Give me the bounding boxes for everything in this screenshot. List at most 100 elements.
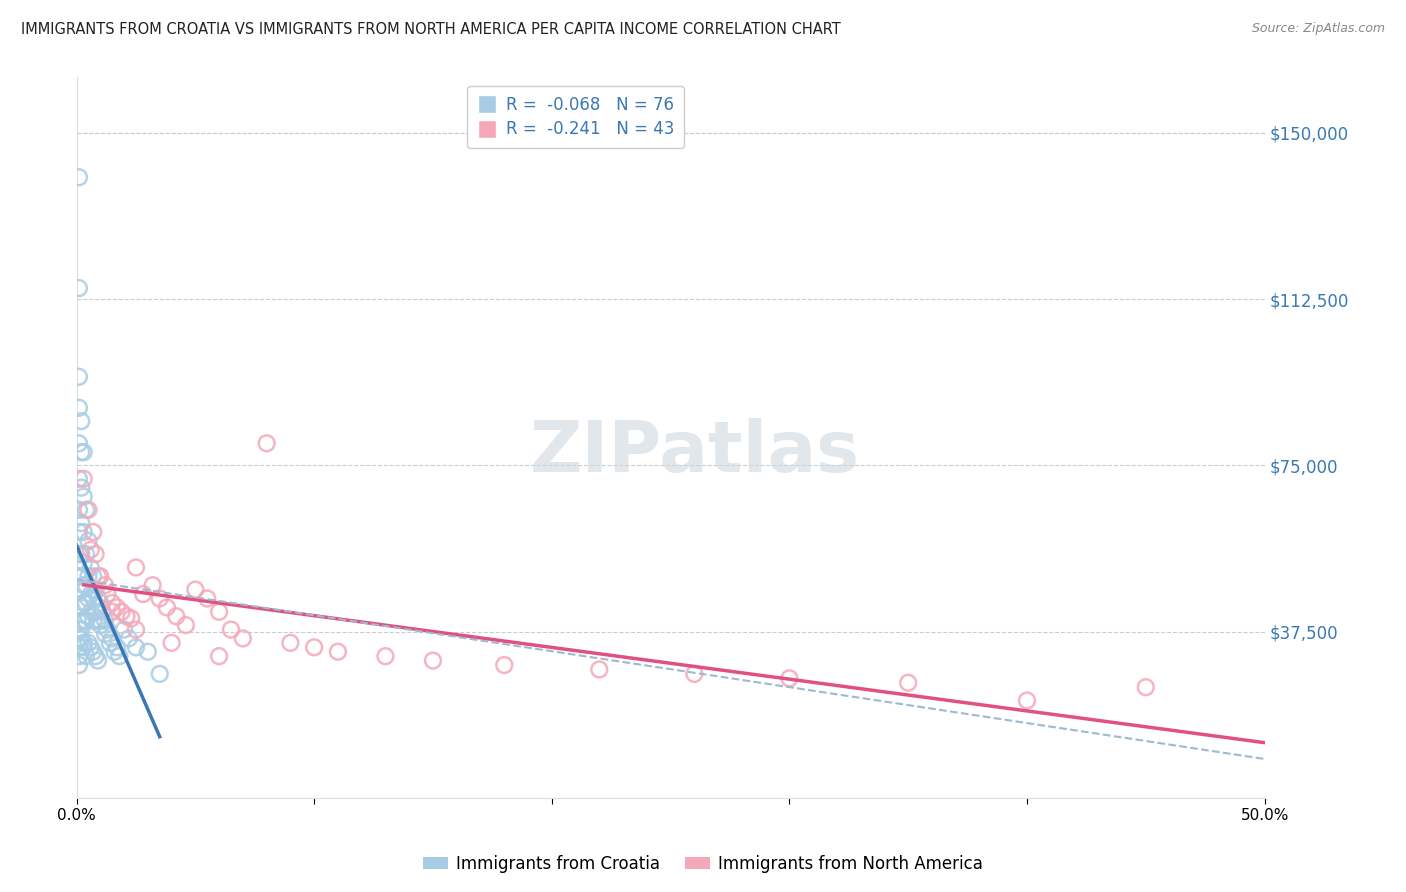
Point [67,369,90,384]
Point [73,596,96,610]
Point [77,503,100,517]
Point [160,636,183,650]
Point [80,640,103,655]
Point [67,640,90,655]
Point [75,578,97,592]
Point [67,658,90,673]
Point [82,569,104,583]
Point [280,636,302,650]
Point [118,632,141,646]
Text: IMMIGRANTS FROM CROATIA VS IMMIGRANTS FROM NORTH AMERICA PER CAPITA INCOME CORRE: IMMIGRANTS FROM CROATIA VS IMMIGRANTS FR… [21,22,841,37]
Point [70,414,93,428]
Point [89,618,111,632]
Point [256,436,278,450]
Point [208,605,231,619]
Point [897,675,920,690]
Point [70,582,93,597]
Point [67,472,90,486]
Point [73,445,96,459]
Point [125,623,148,637]
Legend: Immigrants from Croatia, Immigrants from North America: Immigrants from Croatia, Immigrants from… [416,848,990,880]
Point [111,605,134,619]
Point [156,600,179,615]
Point [75,503,97,517]
Point [73,490,96,504]
Point [70,516,93,530]
Point [80,605,103,619]
Point [778,671,800,685]
Point [208,649,231,664]
Point [73,640,96,655]
Point [73,556,96,570]
Point [73,472,96,486]
Point [98,636,121,650]
Point [80,542,103,557]
Point [82,524,104,539]
Point [67,649,90,664]
Point [67,524,90,539]
Text: ZIPatlas: ZIPatlas [529,417,859,487]
Point [75,547,97,561]
Point [73,636,96,650]
Point [67,623,90,637]
Point [101,605,124,619]
Point [73,524,96,539]
Point [108,649,131,664]
Point [84,547,107,561]
Point [84,605,107,619]
Point [87,591,110,606]
Point [112,623,135,637]
Point [94,578,117,592]
Point [115,609,138,624]
Point [326,645,349,659]
Point [219,623,242,637]
Point [683,666,706,681]
Point [374,649,396,664]
Point [70,481,93,495]
Point [232,632,254,646]
Point [87,614,110,628]
Point [89,614,111,628]
Point [82,614,104,628]
Point [125,640,148,655]
Point [96,623,118,637]
Point [67,401,90,415]
Point [101,632,124,646]
Point [67,632,90,646]
Point [80,587,103,601]
Point [70,547,93,561]
Point [67,281,90,295]
Point [1015,693,1038,707]
Point [70,614,93,628]
Point [67,547,90,561]
Point [82,645,104,659]
Point [67,569,90,583]
Point [67,436,90,450]
Point [70,623,93,637]
Point [89,596,111,610]
Point [89,569,111,583]
Point [588,663,610,677]
Point [149,591,172,606]
Point [149,666,172,681]
Point [70,445,93,459]
Point [96,587,118,601]
Point [184,582,207,597]
Point [94,614,117,628]
Point [73,614,96,628]
Point [73,578,96,592]
Point [87,654,110,668]
Point [142,578,165,592]
Point [75,596,97,610]
Point [120,611,142,625]
Point [75,649,97,664]
Point [67,503,90,517]
Point [70,632,93,646]
Point [195,591,218,606]
Point [94,627,117,641]
Point [165,609,187,624]
Text: Source: ZipAtlas.com: Source: ZipAtlas.com [1251,22,1385,36]
Point [67,170,90,185]
Point [84,649,107,664]
Point [77,569,100,583]
